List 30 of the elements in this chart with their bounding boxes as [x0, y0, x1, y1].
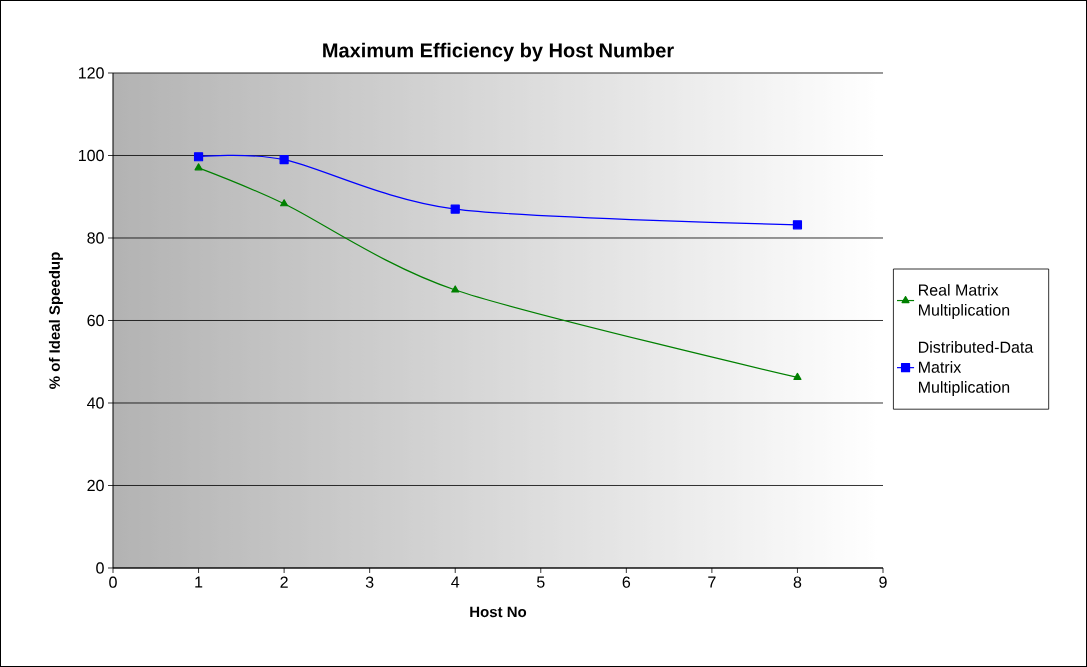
x-tick-label: 6: [622, 576, 631, 588]
point: [792, 220, 803, 230]
y-tick-label: 20: [87, 479, 104, 492]
point: [194, 163, 203, 171]
x-tick-label: 3: [365, 576, 374, 588]
x-tick-label: 7: [708, 576, 716, 588]
y-tick-label: 0: [96, 562, 104, 574]
x-tick-label: 9: [879, 576, 887, 588]
point: [280, 199, 289, 207]
x-tick-label: 5: [536, 576, 545, 588]
x-tick-label: 4: [451, 576, 460, 588]
y-tick-label: 40: [87, 397, 104, 409]
x-tick-label: 8: [793, 576, 802, 588]
point: [450, 204, 460, 214]
y-tick-label: 120: [79, 67, 104, 79]
legend-label: Distributed-Data Matrix Multiplication: [919, 341, 1034, 397]
point: [451, 285, 460, 293]
y-axis-title: % of Ideal Speedup: [48, 252, 63, 389]
point: [193, 152, 204, 162]
y-tick-label: 60: [87, 314, 104, 327]
y-tick-label: 100: [79, 149, 104, 162]
x-tick-label: 1: [195, 576, 203, 588]
x-tick-label: 2: [280, 576, 288, 588]
x-tick-label: 0: [109, 576, 117, 588]
point: [279, 155, 289, 165]
y-tick-label: 80: [87, 232, 104, 244]
point: [793, 372, 802, 381]
x-axis-title: Host No: [470, 606, 527, 618]
legend-label: Real Matrix Multiplication: [919, 284, 1010, 319]
chart-title: Maximum Efficiency by Host Number: [323, 42, 674, 62]
